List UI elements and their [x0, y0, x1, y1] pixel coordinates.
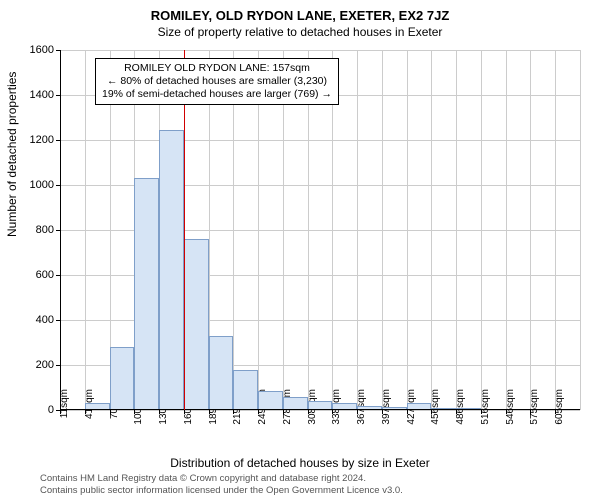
y-tick-label: 200 — [36, 359, 54, 371]
annotation-line: 19% of semi-detached houses are larger (… — [102, 88, 332, 101]
footer-note: Contains HM Land Registry data © Crown c… — [40, 473, 403, 496]
grid-line — [60, 50, 580, 51]
y-axis — [60, 50, 61, 410]
chart-title: ROMILEY, OLD RYDON LANE, EXETER, EX2 7JZ — [0, 0, 600, 23]
grid-line — [580, 50, 581, 410]
x-axis-label: Distribution of detached houses by size … — [0, 456, 600, 470]
tick-mark — [555, 410, 556, 414]
grid-line — [481, 50, 482, 410]
y-tick-label: 1400 — [30, 89, 54, 101]
bar — [184, 239, 209, 410]
plot-area: 0200400600800100012001400160011sqm41sqm7… — [60, 50, 580, 410]
grid-line — [382, 50, 383, 410]
bar — [258, 391, 283, 410]
y-tick-label: 1200 — [30, 134, 54, 146]
bar — [283, 397, 308, 411]
bar — [209, 336, 234, 410]
bar — [110, 347, 135, 410]
grid-line — [530, 50, 531, 410]
bar — [159, 130, 184, 410]
footer-line-1: Contains HM Land Registry data © Crown c… — [40, 473, 403, 484]
grid-line — [60, 140, 580, 141]
grid-line — [456, 50, 457, 410]
chart-container: ROMILEY, OLD RYDON LANE, EXETER, EX2 7JZ… — [0, 0, 600, 500]
bar — [134, 178, 159, 410]
annotation-line: ROMILEY OLD RYDON LANE: 157sqm — [102, 62, 332, 75]
bar — [233, 370, 258, 411]
y-tick-label: 1600 — [30, 44, 54, 56]
grid-line — [357, 50, 358, 410]
grid-line — [431, 50, 432, 410]
y-tick-label: 800 — [36, 224, 54, 236]
footer-line-2: Contains public sector information licen… — [40, 485, 403, 496]
y-tick-label: 1000 — [30, 179, 54, 191]
y-tick-label: 600 — [36, 269, 54, 281]
y-axis-label: Number of detached properties — [5, 72, 19, 237]
x-axis — [60, 409, 580, 410]
y-tick-label: 400 — [36, 314, 54, 326]
chart-subtitle: Size of property relative to detached ho… — [0, 23, 600, 39]
x-tick-label: 605sqm — [530, 389, 565, 439]
grid-line — [506, 50, 507, 410]
annotation-line: ← 80% of detached houses are smaller (3,… — [102, 75, 332, 88]
grid-line — [85, 50, 86, 410]
annotation-box: ROMILEY OLD RYDON LANE: 157sqm← 80% of d… — [95, 58, 339, 105]
grid-line — [407, 50, 408, 410]
grid-line — [555, 50, 556, 410]
